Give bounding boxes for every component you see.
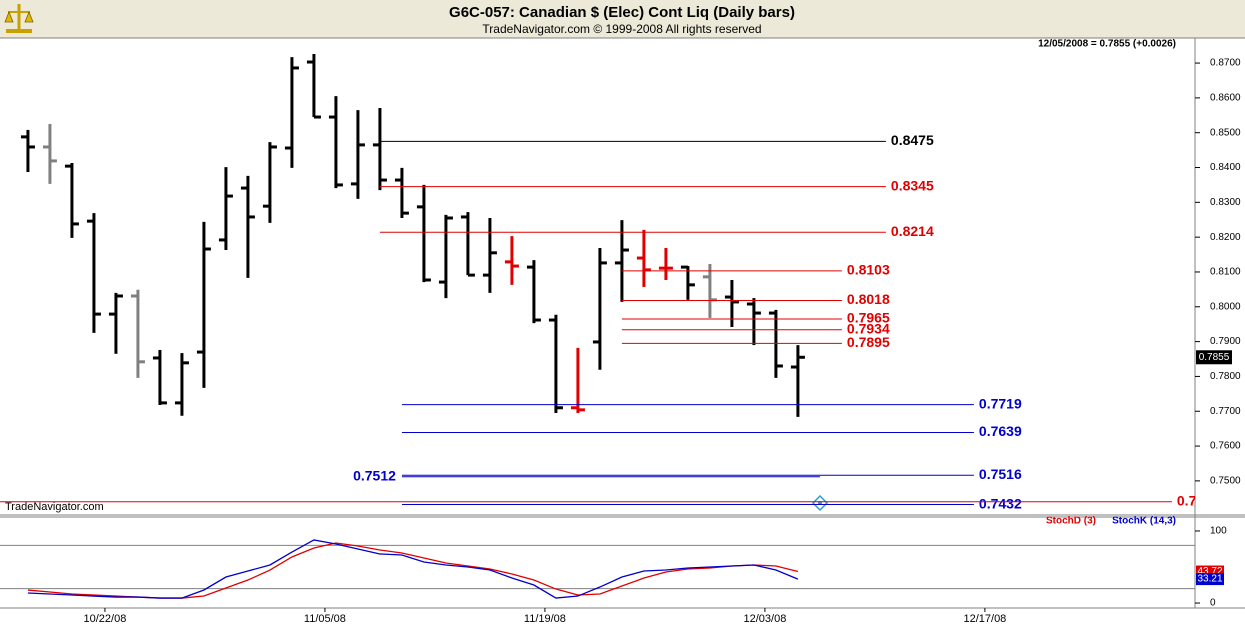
y-tick-label: 0.7900 — [1210, 336, 1241, 347]
y-tick-label: 0 — [1210, 598, 1216, 609]
legend-entry: StochD (3) — [1046, 516, 1096, 527]
y-tick-label: 0.8500 — [1210, 127, 1241, 138]
app-icon — [4, 4, 34, 33]
y-tick-label: 0.8600 — [1210, 93, 1241, 104]
y-tick-label: 0.7600 — [1210, 441, 1241, 452]
value-box-label: 33.21 — [1197, 574, 1222, 585]
level-label: 0.8214 — [891, 223, 934, 239]
level-label: 0.8345 — [891, 177, 934, 193]
value-box-label: 43.72 — [1197, 566, 1222, 577]
last-price-box — [1196, 350, 1232, 365]
header-bar — [0, 0, 1245, 38]
level-label: 0.7719 — [979, 395, 1022, 411]
y-tick-label: 0.8300 — [1210, 197, 1241, 208]
level-label: 0.8018 — [847, 291, 890, 307]
stoch-line — [27, 539, 799, 599]
status-text: 12/05/2008 = 0.7855 (+0.0026) — [1038, 39, 1176, 50]
level-label: 0.8103 — [847, 262, 890, 278]
level-label: 0.7934 — [847, 320, 890, 336]
y-tick-label: 0.8100 — [1210, 267, 1241, 278]
y-tick-label: 0.7700 — [1210, 406, 1241, 417]
level-label: 0.7512 — [353, 467, 396, 483]
y-tick-label: 0.8000 — [1210, 301, 1241, 312]
level-label: 0.8475 — [891, 132, 934, 148]
chart-title: G6C-057: Canadian $ (Elec) Cont Liq (Dai… — [449, 4, 795, 21]
level-label: 0.7432 — [979, 495, 1022, 511]
x-tick-label: 11/05/08 — [304, 613, 346, 625]
chart-subtitle: TradeNavigator.com © 1999-2008 All right… — [482, 22, 761, 36]
legend-entry: StochK (14,3) — [1112, 516, 1176, 527]
x-tick-label: 12/17/08 — [963, 613, 1006, 625]
y-tick-label: 0.8200 — [1210, 232, 1241, 243]
level-label: 0.7965 — [847, 310, 890, 326]
level-label: 0.7516 — [979, 466, 1022, 482]
y-tick-label: 100 — [1210, 526, 1227, 537]
y-tick-label: 0.8400 — [1210, 162, 1241, 173]
x-tick-label: 10/22/08 — [84, 613, 127, 625]
level-label: 0.7639 — [979, 423, 1022, 439]
y-tick-label: 0.7500 — [1210, 476, 1241, 487]
x-tick-label: 11/19/08 — [524, 613, 566, 625]
value-box — [1196, 573, 1224, 586]
y-tick-label: 0.7800 — [1210, 371, 1241, 382]
watermark: TradeNavigator.com — [5, 501, 104, 513]
level-label: 0.7 — [1177, 492, 1197, 508]
y-tick-label: 0.8700 — [1210, 58, 1241, 69]
level-label: 0.7895 — [847, 334, 890, 350]
x-tick-label: 12/03/08 — [744, 613, 787, 625]
last-price-label: 0.7855 — [1199, 352, 1230, 363]
